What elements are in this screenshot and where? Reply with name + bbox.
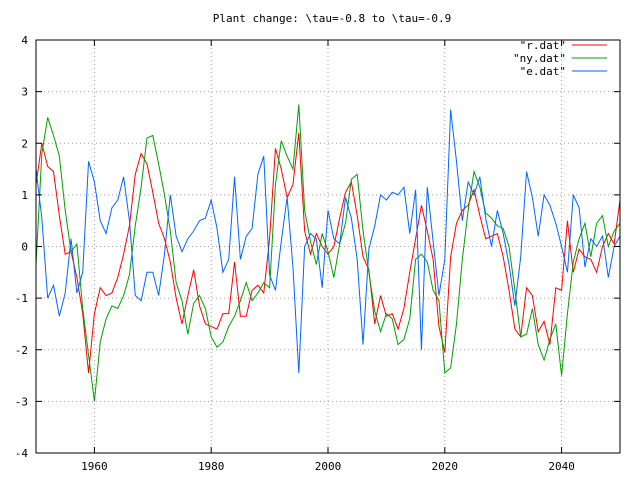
x-tick-label: 2020: [432, 460, 459, 473]
legend-label: "ny.dat": [513, 52, 566, 65]
y-tick-label: -3: [15, 395, 28, 408]
axis-ticks: -4 -3 -2 -1 0 1 2 3 4 1960 1980 2000 2020 2040: [15, 34, 620, 473]
grid: [36, 40, 620, 453]
series-line-2: [35, 109, 621, 374]
series-line-1: [35, 104, 621, 402]
y-tick-label: 1: [21, 189, 28, 202]
x-tick-label: 1980: [198, 460, 225, 473]
series-line-0: [35, 132, 621, 374]
chart-title: Plant change: \tau=-0.8 to \tau=-0.9: [213, 12, 451, 25]
legend-label: "e.dat": [520, 65, 566, 78]
legend: "r.dat""ny.dat""e.dat": [513, 39, 607, 78]
x-tick-label: 1960: [81, 460, 108, 473]
legend-label: "r.dat": [520, 39, 566, 52]
y-tick-label: 2: [21, 137, 28, 150]
y-tick-label: 3: [21, 86, 28, 99]
x-tick-label: 2000: [315, 460, 342, 473]
x-tick-label: 2040: [548, 460, 575, 473]
y-tick-label: -4: [15, 447, 29, 460]
y-tick-label: 0: [21, 241, 28, 254]
y-tick-label: -1: [15, 292, 28, 305]
series-lines: [35, 104, 621, 402]
y-tick-label: 4: [21, 34, 28, 47]
y-tick-label: -2: [15, 344, 28, 357]
